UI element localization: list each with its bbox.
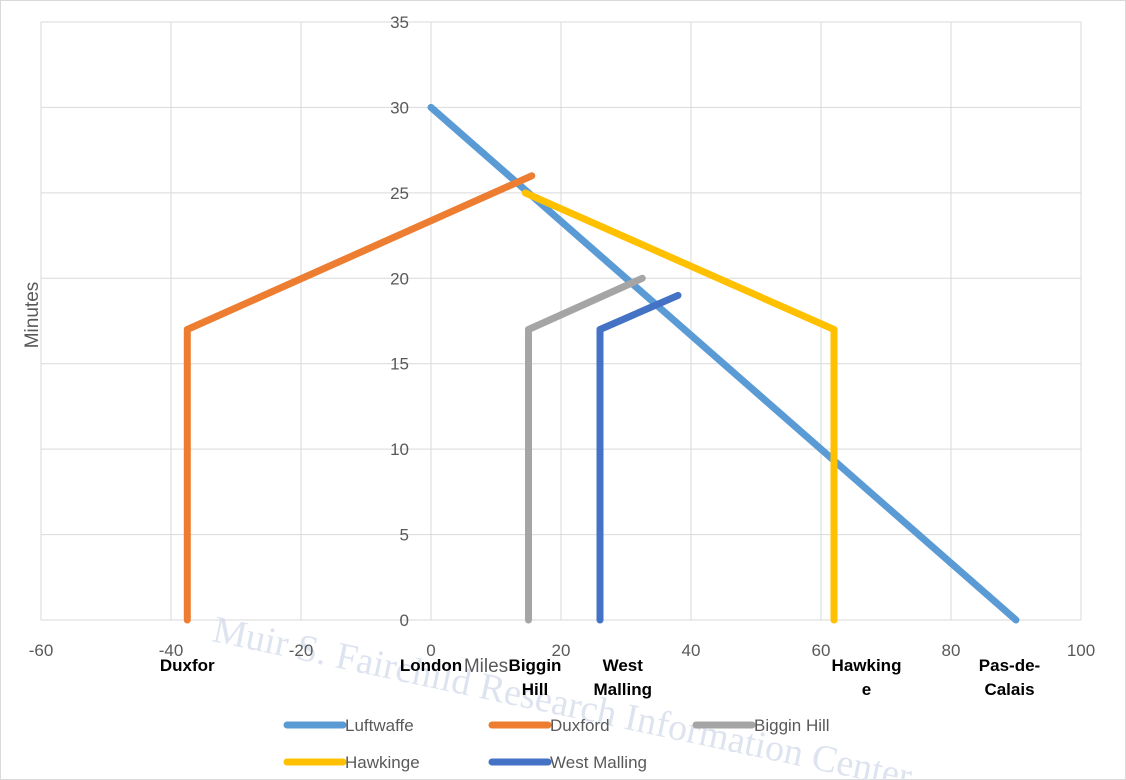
location-label: London bbox=[400, 656, 462, 675]
series-line-duxford bbox=[183, 172, 536, 624]
y-tick-label: 10 bbox=[390, 440, 409, 459]
x-tick-label: 40 bbox=[682, 641, 701, 660]
series-line-hawkinge bbox=[521, 189, 838, 624]
y-tick-label: 15 bbox=[390, 355, 409, 374]
x-tick-label: -40 bbox=[159, 641, 184, 660]
series-layer bbox=[183, 103, 1020, 624]
y-tick-label: 5 bbox=[400, 526, 409, 545]
location-label: West Malling bbox=[593, 656, 652, 699]
x-tick-label: 80 bbox=[942, 641, 961, 660]
y-tick-label: 25 bbox=[390, 184, 409, 203]
legend-label: West Malling bbox=[550, 753, 647, 772]
series-line-west-malling bbox=[596, 291, 682, 624]
x-tick-label: 100 bbox=[1067, 641, 1095, 660]
x-tick-label: 60 bbox=[812, 641, 831, 660]
x-tick-label: -60 bbox=[29, 641, 54, 660]
y-axis-title: Minutes bbox=[22, 282, 43, 349]
legend-label: Hawkinge bbox=[345, 753, 420, 772]
legend-label: Luftwaffe bbox=[345, 716, 414, 735]
legend-item: Biggin Hill bbox=[692, 716, 830, 735]
legend: Luftwaffe Duxford Biggin Hill Hawkinge West … bbox=[283, 716, 830, 772]
y-tick-label: 30 bbox=[390, 98, 409, 117]
legend-item: Hawkinge bbox=[283, 753, 420, 772]
location-label: Duxfor bbox=[160, 656, 215, 675]
legend-label: Duxford bbox=[550, 716, 610, 735]
location-label: Pas-de-Calais bbox=[979, 656, 1040, 699]
legend-item: Luftwaffe bbox=[283, 716, 414, 735]
location-label: Hawking e bbox=[832, 656, 902, 699]
legend-label: Biggin Hill bbox=[754, 716, 830, 735]
x-tick-label: -20 bbox=[289, 641, 314, 660]
x-tick-label: 20 bbox=[552, 641, 571, 660]
location-label: Biggin Hill bbox=[509, 656, 562, 699]
x-tick-label: 0 bbox=[426, 641, 435, 660]
y-tick-label: 20 bbox=[390, 269, 409, 288]
legend-item: West Malling bbox=[488, 753, 647, 772]
legend-item: Duxford bbox=[488, 716, 610, 735]
series-line-biggin-hill bbox=[525, 274, 646, 624]
y-tick-label: 35 bbox=[390, 13, 409, 32]
annotations: Duxfor London Biggin Hill West Malling Hawking… bbox=[160, 656, 1040, 699]
y-tick-label: 0 bbox=[400, 611, 409, 630]
tick-labels: 0 5 10 15 20 25 30 35 -60 -40 -20 0 20 40 60 80 100 bbox=[29, 13, 1095, 660]
x-axis-title: Miles bbox=[464, 656, 508, 677]
